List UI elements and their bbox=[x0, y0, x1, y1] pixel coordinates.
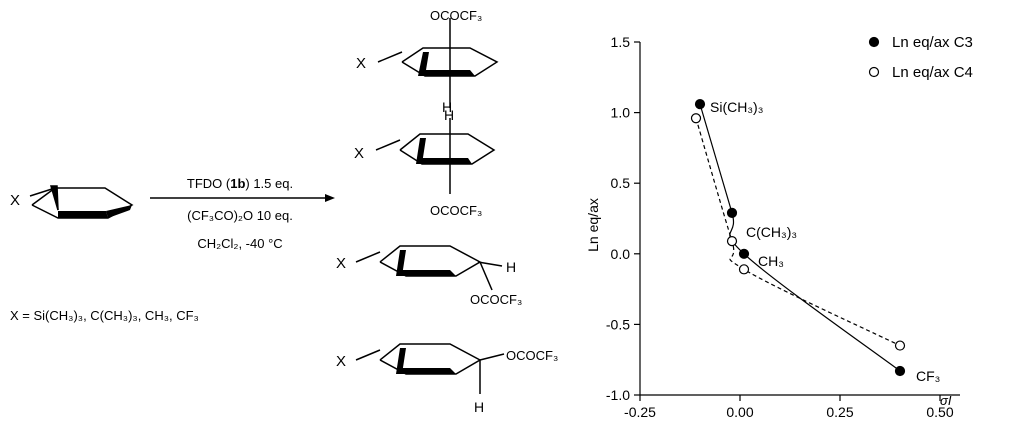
x-axis-label: σI bbox=[940, 393, 952, 408]
product-3-group: OCOCF₃ bbox=[470, 292, 522, 307]
product-2-h: H bbox=[442, 99, 452, 115]
product-4-h: H bbox=[474, 399, 484, 415]
chart-axes: -1.0 -0.5 0.0 0.5 1.0 1.5 -0.25 0.00 0.25 0.50 bbox=[606, 34, 960, 420]
product-4-x: X bbox=[336, 353, 346, 370]
point-label: C(CH₃)₃ bbox=[746, 224, 797, 240]
series-2-point bbox=[738, 264, 750, 275]
y-tick-label: 1.5 bbox=[611, 34, 631, 50]
x-tick-label: 0.00 bbox=[726, 404, 753, 420]
reagent-tfdo-pre: TFDO ( bbox=[187, 176, 231, 191]
series-2-point bbox=[690, 113, 702, 124]
product-3-h: H bbox=[506, 259, 516, 275]
x-tick-label: -0.25 bbox=[624, 404, 656, 420]
x-tick-label: 0.25 bbox=[826, 404, 853, 420]
reaction-scheme: X TFDO (1b) 1.5 eq. (CF₃CO)₂O 10 eq. CH₂… bbox=[10, 8, 558, 415]
series-1-point bbox=[726, 207, 738, 218]
y-tick-label: 0.5 bbox=[611, 175, 631, 191]
legend-label: Ln eq/ax C4 bbox=[892, 64, 973, 81]
chart-legend: Ln eq/ax C3 Ln eq/ax C4 bbox=[868, 34, 973, 81]
reagent-anhydride: (CF₃CO)₂O 10 eq. bbox=[187, 208, 293, 223]
chart-point-labels: Si(CH₃)₃ C(CH₃)₃ CH₃ CF₃ bbox=[710, 99, 940, 384]
product-1-ring bbox=[377, 18, 499, 108]
y-axis-label: Ln eq/ax bbox=[585, 198, 601, 252]
product-2-group: OCOCF₃ bbox=[430, 203, 482, 218]
point-label: Si(CH₃)₃ bbox=[710, 99, 763, 115]
point-label: CF₃ bbox=[916, 368, 940, 384]
x-definition: X = Si(CH₃)₃, C(CH₃)₃, CH₃, CF₃ bbox=[10, 308, 199, 323]
y-tick-label: -0.5 bbox=[606, 316, 630, 332]
series-2-point bbox=[894, 340, 906, 351]
chart-curves bbox=[695, 103, 901, 372]
series-1-point bbox=[738, 248, 750, 259]
product-4-group: OCOCF₃ bbox=[506, 348, 558, 363]
starting-cyclohexane bbox=[29, 185, 134, 219]
product-3-x: X bbox=[336, 255, 346, 272]
product-4-ring bbox=[355, 343, 505, 394]
eq-ax-chart: -1.0 -0.5 0.0 0.5 1.0 1.5 -0.25 0.00 0.25 0.50 Si… bbox=[585, 34, 973, 420]
product-2-ring bbox=[375, 118, 496, 194]
substituent-x: X bbox=[10, 192, 20, 209]
product-1-x: X bbox=[356, 55, 366, 72]
reagent-tfdo-post: ) 1.5 eq. bbox=[245, 176, 293, 191]
series-1-point bbox=[694, 99, 706, 110]
series-1-point bbox=[894, 365, 906, 377]
reagent-tfdo: TFDO (1b) 1.5 eq. bbox=[187, 176, 293, 191]
y-tick-label: -1.0 bbox=[606, 387, 630, 403]
reagent-solvent: CH₂Cl₂, -40 °C bbox=[197, 236, 282, 251]
point-label: CH₃ bbox=[758, 253, 784, 269]
y-tick-label: 1.0 bbox=[611, 105, 631, 121]
series-2-point bbox=[726, 235, 738, 247]
product-1-h: H bbox=[444, 107, 454, 123]
chart-points bbox=[690, 99, 906, 377]
y-tick-label: 0.0 bbox=[611, 246, 631, 262]
product-1-group: OCOCF₃ bbox=[430, 8, 482, 23]
x-tick-label: 0.50 bbox=[926, 404, 953, 420]
legend-marker bbox=[868, 36, 880, 48]
series-2-curve bbox=[695, 118, 901, 347]
legend-marker bbox=[868, 66, 880, 78]
product-3-ring bbox=[355, 245, 503, 291]
legend-label: Ln eq/ax C3 bbox=[892, 34, 973, 51]
reagent-tfdo-bold: 1b bbox=[230, 176, 245, 191]
product-2-x: X bbox=[354, 145, 364, 162]
arrow-head bbox=[325, 194, 335, 202]
